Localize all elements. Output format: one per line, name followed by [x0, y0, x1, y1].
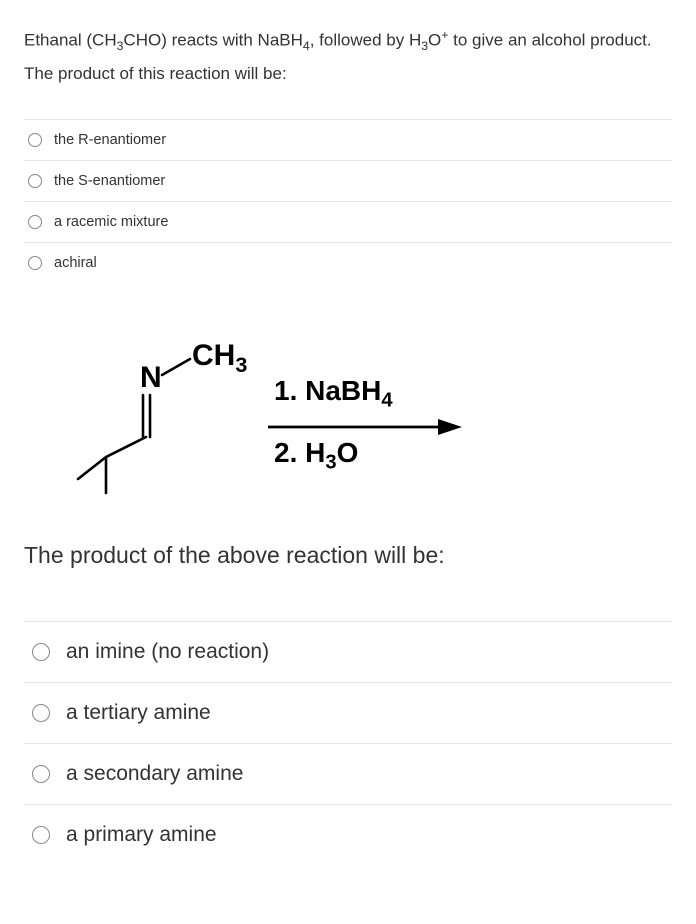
q1-option-s-enantiomer[interactable]: the S-enantiomer — [24, 161, 672, 202]
radio-icon — [28, 133, 42, 147]
q2-option-secondary[interactable]: a secondary amine — [24, 744, 672, 805]
reagent-2: 2. H3O — [274, 437, 454, 475]
question1-options: the R-enantiomer the S-enantiomer a race… — [24, 119, 672, 283]
option-label: an imine (no reaction) — [66, 640, 269, 664]
question1-prompt: Ethanal (CH3CHO) reacts with NaBH4, foll… — [24, 24, 672, 91]
option-label: a tertiary amine — [66, 701, 211, 725]
option-label: a primary amine — [66, 823, 217, 847]
option-label: a racemic mixture — [54, 214, 168, 230]
option-label: a secondary amine — [66, 762, 243, 786]
q2-option-imine[interactable]: an imine (no reaction) — [24, 622, 672, 683]
q2-option-primary[interactable]: a primary amine — [24, 805, 672, 865]
option-label: the R-enantiomer — [54, 132, 166, 148]
q1-option-r-enantiomer[interactable]: the R-enantiomer — [24, 120, 672, 161]
reagent-1: 1. NaBH4 — [274, 375, 454, 413]
question2-options: an imine (no reaction) a tertiary amine … — [24, 621, 672, 865]
radio-icon — [32, 643, 50, 661]
radio-icon — [28, 174, 42, 188]
option-label: the S-enantiomer — [54, 173, 165, 189]
radio-icon — [32, 826, 50, 844]
radio-icon — [28, 256, 42, 270]
q1-option-achiral[interactable]: achiral — [24, 243, 672, 283]
ch3-label: CH3 — [192, 339, 262, 375]
reaction-scheme-svg: N CH3 1. NaBH4 2. H3O — [64, 339, 464, 509]
n-atom-label: N — [140, 361, 162, 394]
radio-icon — [32, 765, 50, 783]
q2-option-tertiary[interactable]: a tertiary amine — [24, 683, 672, 744]
reaction-scheme: N CH3 1. NaBH4 2. H3O — [64, 339, 672, 514]
option-label: achiral — [54, 255, 97, 271]
radio-icon — [32, 704, 50, 722]
question2-prompt: The product of the above reaction will b… — [24, 542, 672, 569]
q1-option-racemic[interactable]: a racemic mixture — [24, 202, 672, 243]
radio-icon — [28, 215, 42, 229]
